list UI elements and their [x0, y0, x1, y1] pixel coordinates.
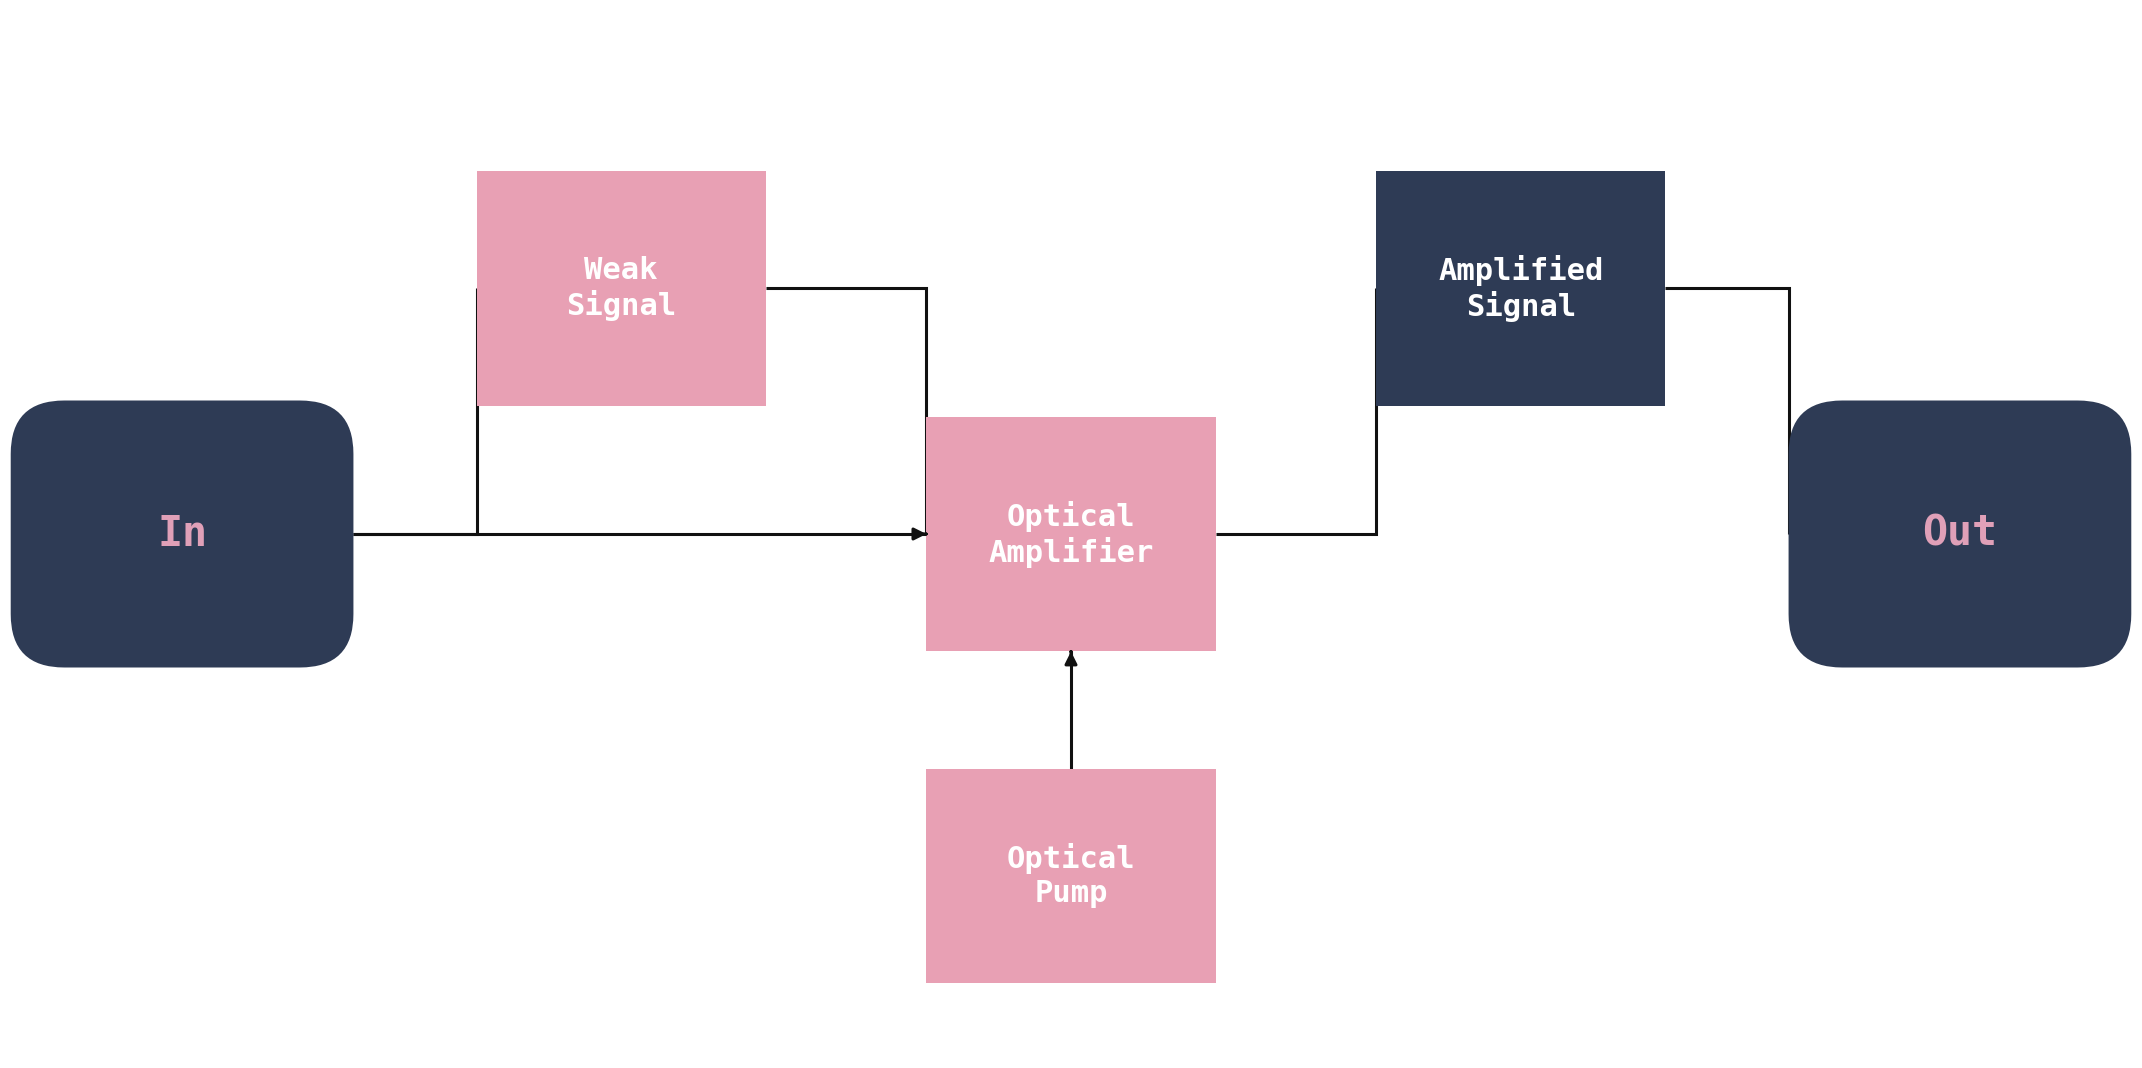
FancyBboxPatch shape: [11, 400, 353, 668]
Text: In: In: [156, 513, 208, 555]
Bar: [476, 171, 767, 406]
Text: Amplified
Signal: Amplified Signal: [1437, 255, 1604, 321]
Text: Weak
Signal: Weak Signal: [565, 256, 677, 320]
Text: Out: Out: [1921, 513, 1998, 555]
Bar: [1377, 171, 1666, 406]
Bar: [927, 417, 1217, 651]
Bar: [927, 769, 1217, 983]
Text: Optical
Pump: Optical Pump: [1007, 844, 1135, 908]
Text: Optical
Amplifier: Optical Amplifier: [987, 501, 1155, 567]
FancyBboxPatch shape: [1789, 400, 2131, 668]
